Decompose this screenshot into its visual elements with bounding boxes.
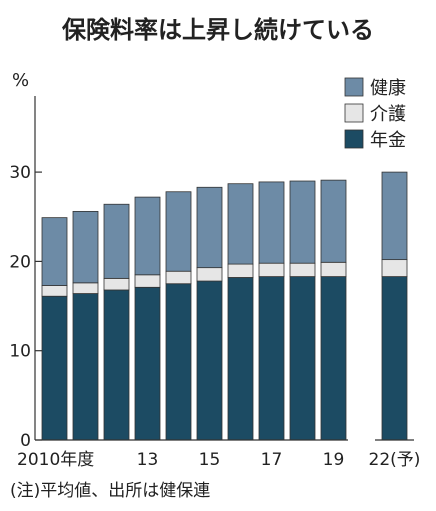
chart-note: (注)平均値、出所は健保連 — [10, 481, 210, 501]
bar-segment — [320, 276, 347, 441]
bar-segment — [227, 263, 254, 278]
bar-segment — [134, 196, 161, 276]
bar-segment — [103, 289, 130, 441]
bar-segment — [289, 276, 316, 441]
bar-segment — [289, 262, 316, 277]
chart-title: 保険料率は上昇し続けている — [61, 16, 374, 44]
bar-segment — [41, 285, 68, 297]
bar-segment — [134, 286, 161, 441]
x-tick-label: 2010年度 — [17, 450, 94, 470]
bar-segment — [258, 276, 285, 441]
y-tick-label: 30 — [9, 163, 31, 183]
y-axis-unit-label: % — [12, 70, 29, 91]
bar-segment — [381, 276, 408, 441]
y-axis: 0 10 20 30 — [9, 96, 42, 451]
bar-segment — [381, 171, 408, 261]
x-tick-label: 13 — [137, 450, 159, 470]
bar-segment — [165, 283, 192, 441]
y-tick-label: 0 — [20, 431, 31, 451]
x-tick-label: 22(予) — [369, 450, 421, 470]
bar-segment — [258, 262, 285, 277]
bar-segment — [227, 277, 254, 441]
bar-segment — [289, 180, 316, 264]
y-tick-label: 10 — [9, 342, 31, 362]
bar-segment — [196, 267, 223, 282]
bar-segment — [320, 261, 347, 277]
bar-segment — [41, 295, 68, 441]
bar-segment — [103, 277, 130, 291]
bar-segment — [196, 186, 223, 269]
bar-segment — [165, 270, 192, 285]
bar-segment — [134, 274, 161, 288]
bar-segment — [41, 217, 68, 286]
bar-segment — [381, 259, 408, 277]
bar-segment — [165, 191, 192, 272]
x-axis: 2010年度 13 15 17 19 22(予) — [17, 439, 421, 470]
legend-swatch — [344, 77, 364, 97]
legend-label: 健康 — [370, 78, 406, 99]
bar-segment — [258, 181, 285, 264]
bar-segment — [103, 203, 130, 279]
bars — [41, 171, 408, 441]
bar-segment — [196, 280, 223, 441]
bar-segment — [72, 210, 99, 284]
bar-segment — [227, 183, 254, 265]
legend-label: 年金 — [370, 130, 406, 151]
bar-segment — [72, 282, 99, 294]
legend-swatch — [344, 129, 364, 149]
bar-segment — [72, 293, 99, 441]
x-tick-label: 17 — [261, 450, 283, 470]
x-tick-label: 19 — [323, 450, 345, 470]
legend-swatch — [344, 103, 364, 123]
y-tick-label: 20 — [9, 252, 31, 272]
bar-segment — [320, 179, 347, 263]
x-tick-label: 15 — [199, 450, 221, 470]
legend-label: 介護 — [370, 104, 406, 125]
